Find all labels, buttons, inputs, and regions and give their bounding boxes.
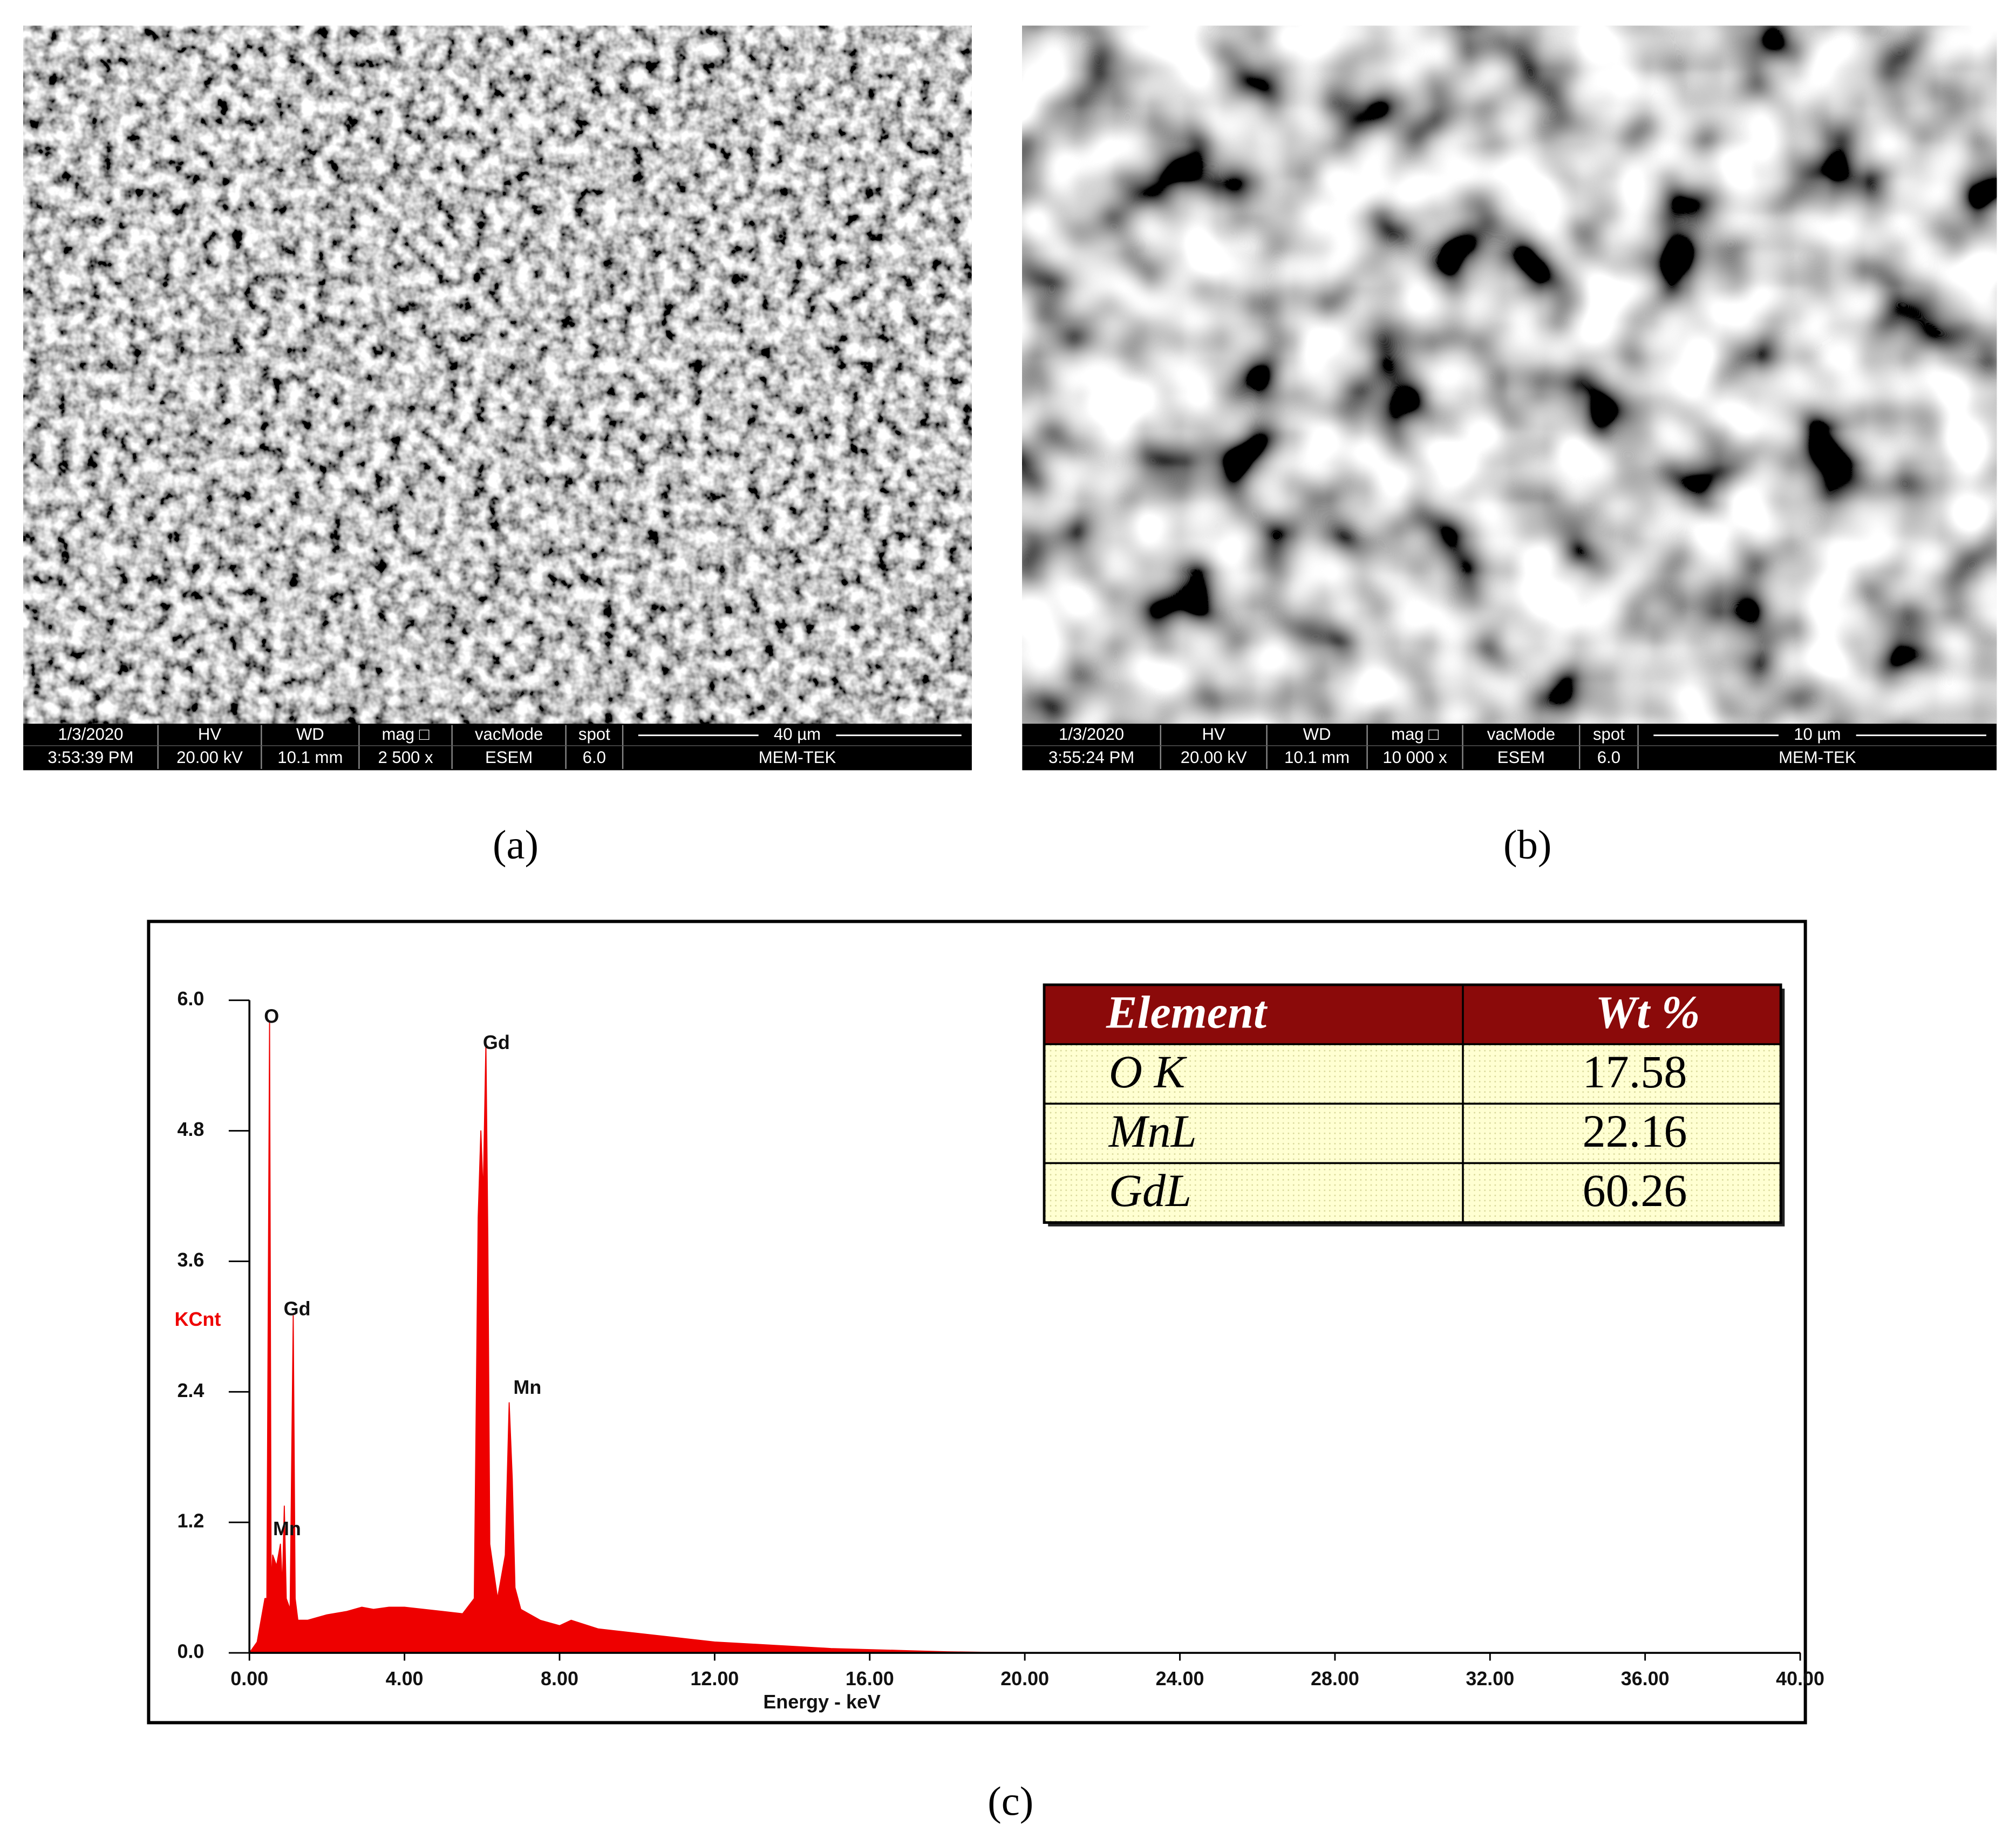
info-value: 10.1 mm bbox=[1284, 748, 1350, 767]
info-value: 10.1 mm bbox=[277, 748, 343, 767]
x-tick-label: 16.00 bbox=[846, 1667, 894, 1690]
info-value: ESEM bbox=[485, 748, 533, 767]
info-value: 10 000 x bbox=[1382, 748, 1447, 767]
panel-label: (c) bbox=[987, 1778, 1033, 1824]
info-value: 20.00 kV bbox=[1181, 748, 1247, 767]
x-tick-label: 24.00 bbox=[1156, 1667, 1204, 1690]
info-header: 10 µm bbox=[1794, 725, 1841, 744]
info-header: spot bbox=[1593, 725, 1625, 744]
scale-bar-label-bg bbox=[1778, 726, 1856, 745]
y-axis-label: KCnt bbox=[175, 1308, 221, 1330]
table-cell: GdL bbox=[1109, 1164, 1191, 1216]
y-tick-label: 1.2 bbox=[177, 1510, 204, 1532]
info-header: WD bbox=[296, 725, 324, 744]
info-header: 1/3/2020 bbox=[58, 725, 123, 744]
x-tick-label: 36.00 bbox=[1621, 1667, 1670, 1690]
x-tick-label: 12.00 bbox=[690, 1667, 739, 1690]
peak-label: Gd bbox=[284, 1298, 311, 1320]
y-tick-label: 2.4 bbox=[177, 1379, 204, 1401]
info-header: 1/3/2020 bbox=[1059, 725, 1124, 744]
info-header: vacMode bbox=[1487, 725, 1555, 744]
scale-bar-label-bg bbox=[758, 726, 836, 745]
y-tick-label: 0.0 bbox=[177, 1640, 204, 1663]
info-header: HV bbox=[1202, 725, 1225, 744]
x-tick-label: 28.00 bbox=[1311, 1667, 1359, 1690]
peak-label: Gd bbox=[483, 1031, 510, 1053]
spectrum-area bbox=[249, 1021, 1801, 1654]
info-value: 6.0 bbox=[1597, 748, 1620, 767]
sem-image-b bbox=[1022, 25, 1997, 724]
info-value: 2 500 x bbox=[378, 748, 433, 767]
table-cell: O K bbox=[1109, 1046, 1188, 1098]
info-value: 20.00 kV bbox=[176, 748, 243, 767]
info-value: MEM-TEK bbox=[759, 748, 836, 767]
x-tick-label: 0.00 bbox=[230, 1667, 268, 1690]
panel-label: (b) bbox=[1503, 822, 1551, 868]
info-header: mag □ bbox=[1391, 725, 1439, 744]
table-header: Wt % bbox=[1595, 986, 1700, 1038]
info-value: 3:55:24 PM bbox=[1048, 748, 1134, 767]
peak-label: Mn bbox=[273, 1517, 301, 1540]
peak-label: O bbox=[264, 1005, 279, 1027]
info-value: MEM-TEK bbox=[1779, 748, 1856, 767]
table-cell: 17.58 bbox=[1583, 1046, 1687, 1098]
table-cell: MnL bbox=[1108, 1105, 1197, 1157]
table-body-bg bbox=[1044, 1044, 1781, 1223]
y-tick-label: 3.6 bbox=[177, 1249, 204, 1271]
y-tick-label: 4.8 bbox=[177, 1118, 204, 1140]
table-header-bg bbox=[1044, 984, 1781, 1045]
x-tick-label: 20.00 bbox=[1000, 1667, 1049, 1690]
info-header: HV bbox=[198, 725, 221, 744]
sem-image-a bbox=[23, 25, 972, 724]
info-header: spot bbox=[578, 725, 610, 744]
info-value: 3:53:39 PM bbox=[47, 748, 133, 767]
info-value: 6.0 bbox=[583, 748, 606, 767]
x-tick-label: 8.00 bbox=[541, 1667, 578, 1690]
info-value: ESEM bbox=[1497, 748, 1545, 767]
y-tick-label: 6.0 bbox=[177, 987, 204, 1010]
x-tick-label: 32.00 bbox=[1466, 1667, 1514, 1690]
panel-label: (a) bbox=[493, 822, 539, 868]
peak-label: Mn bbox=[513, 1376, 541, 1398]
chart-frame bbox=[147, 920, 1807, 1725]
info-header: mag □ bbox=[382, 725, 430, 744]
table-header: Element bbox=[1106, 986, 1268, 1038]
x-axis-label: Energy - keV bbox=[763, 1691, 881, 1713]
table-cell: 60.26 bbox=[1583, 1164, 1687, 1216]
info-header: WD bbox=[1303, 725, 1331, 744]
info-header: 40 µm bbox=[774, 725, 821, 744]
info-header: vacMode bbox=[475, 725, 543, 744]
table-cell: 22.16 bbox=[1583, 1105, 1687, 1157]
x-tick-label: 4.00 bbox=[386, 1667, 424, 1690]
x-tick-label: 40.00 bbox=[1776, 1667, 1824, 1690]
